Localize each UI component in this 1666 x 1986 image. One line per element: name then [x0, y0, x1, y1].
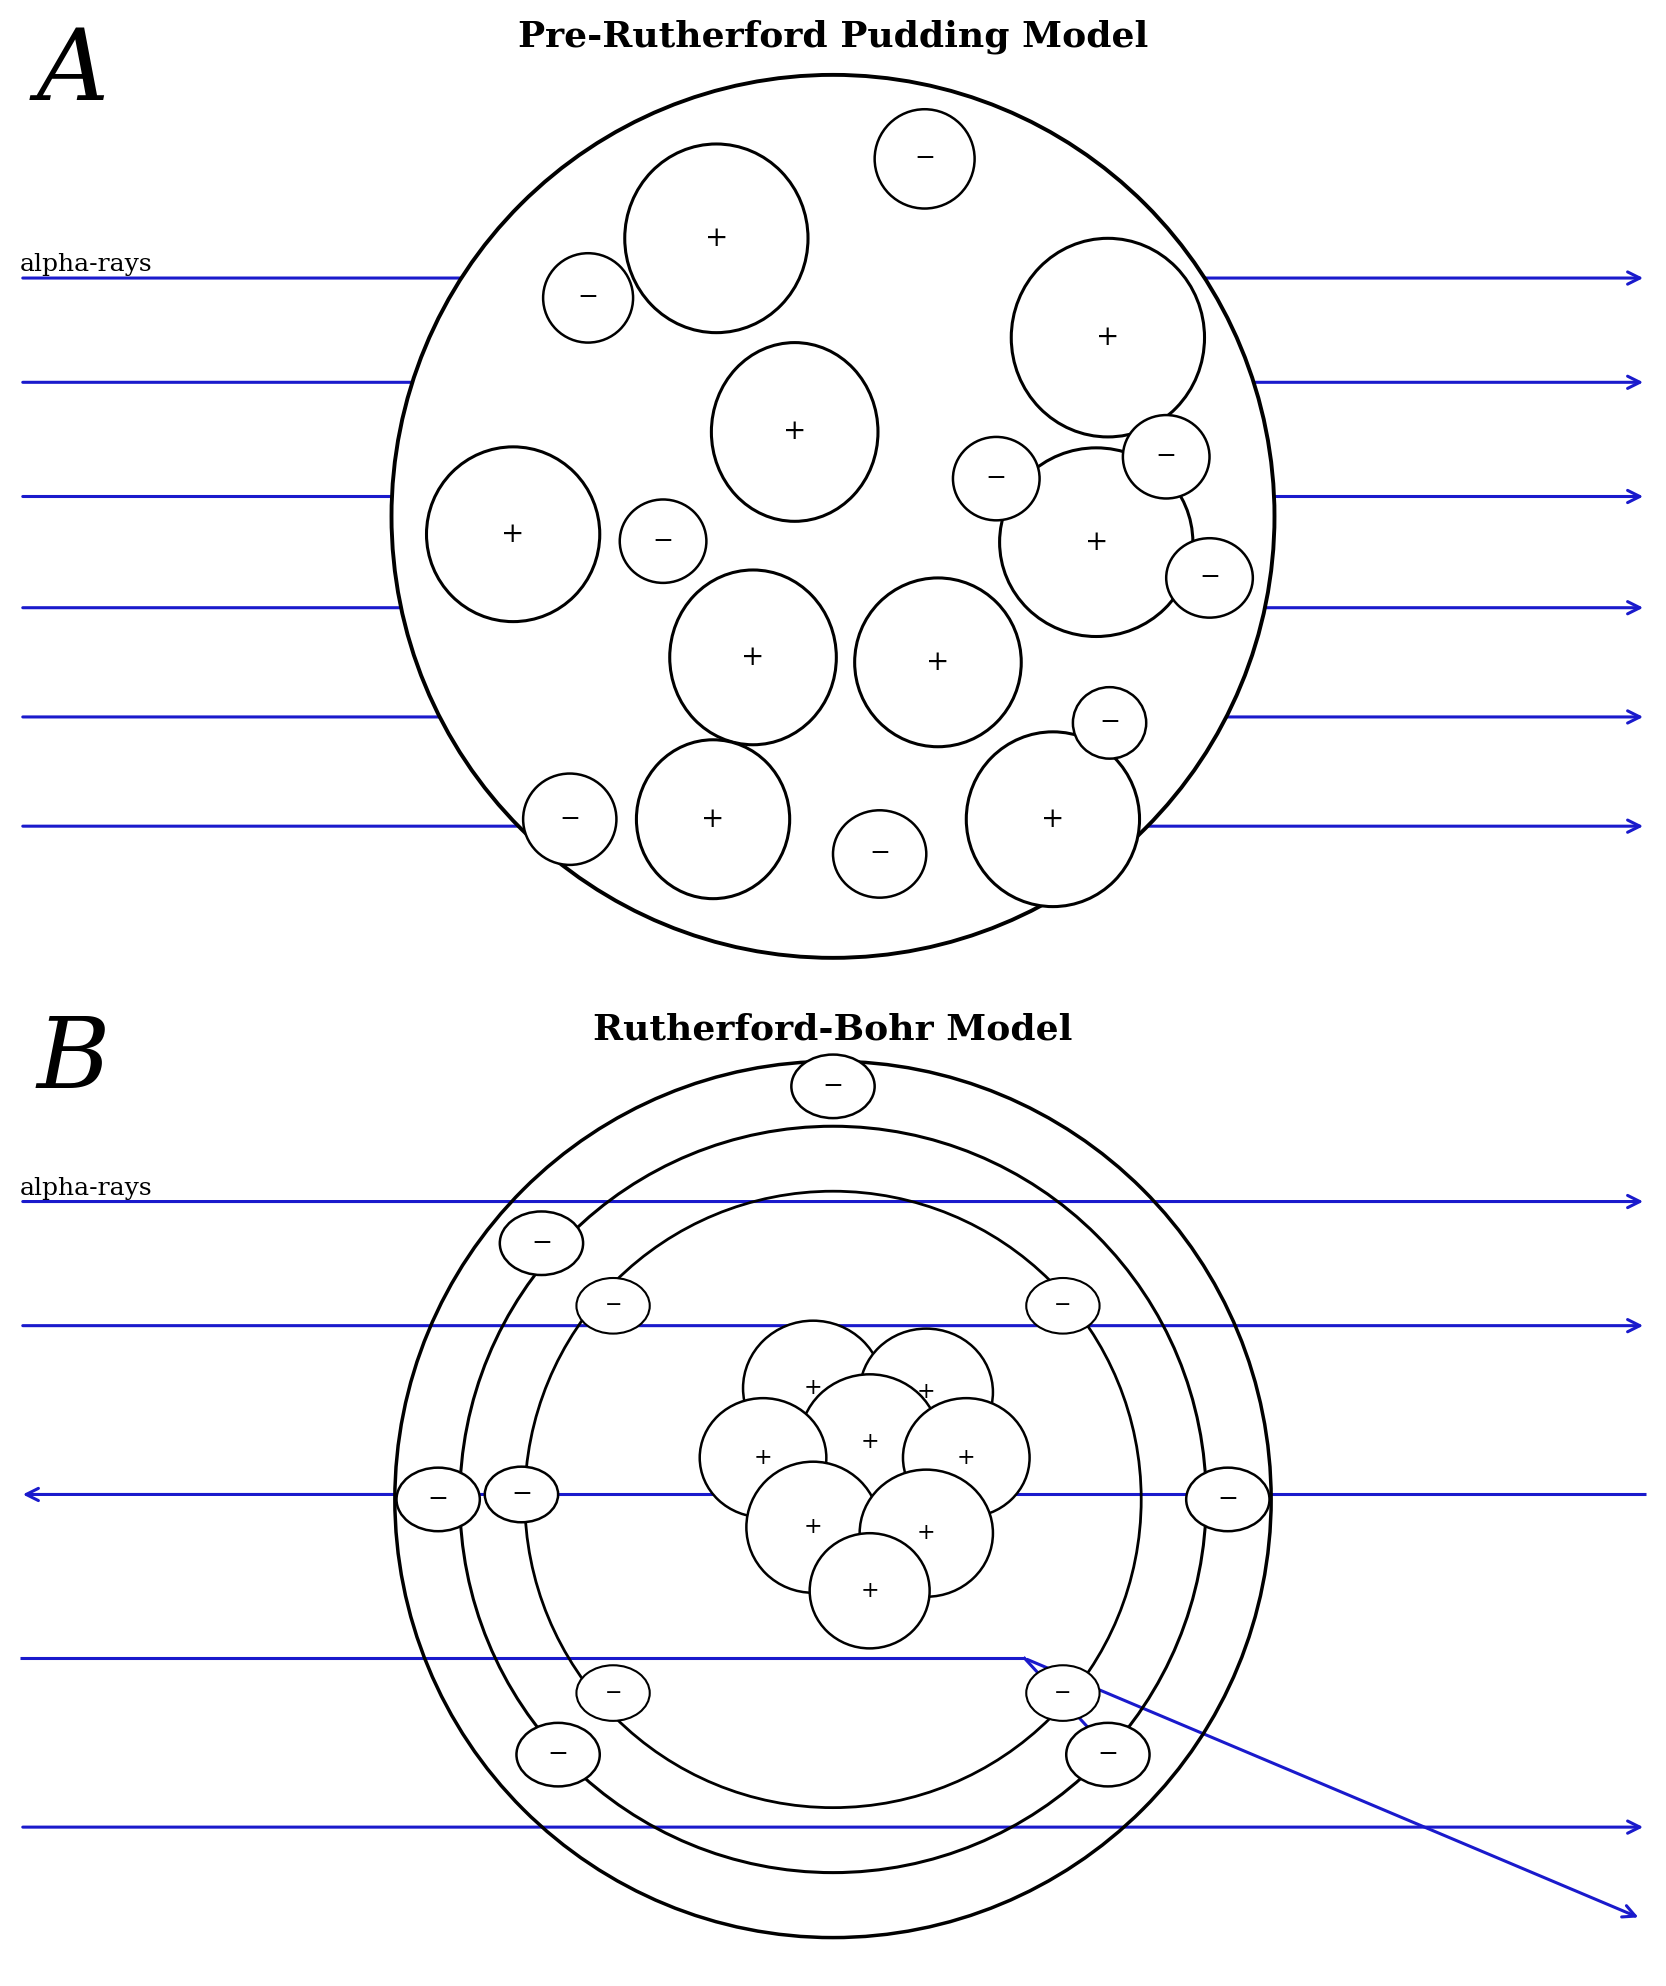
Text: +: + — [860, 1579, 880, 1603]
Ellipse shape — [743, 1321, 883, 1456]
Ellipse shape — [1066, 1724, 1150, 1787]
Text: +: + — [916, 1380, 936, 1404]
Ellipse shape — [700, 1398, 826, 1517]
Ellipse shape — [711, 342, 878, 520]
Text: +: + — [753, 1446, 773, 1470]
Ellipse shape — [620, 500, 706, 582]
Text: −: − — [870, 842, 890, 866]
Ellipse shape — [576, 1664, 650, 1720]
Ellipse shape — [953, 437, 1040, 520]
Text: Rutherford-Bohr Model: Rutherford-Bohr Model — [593, 1013, 1073, 1047]
Text: −: − — [653, 530, 673, 552]
Ellipse shape — [903, 1398, 1030, 1517]
Text: −: − — [605, 1297, 621, 1315]
Text: +: + — [860, 1430, 880, 1454]
Text: +: + — [783, 419, 806, 445]
Text: A: A — [37, 26, 108, 119]
Ellipse shape — [833, 810, 926, 898]
Text: +: + — [803, 1376, 823, 1400]
Text: −: − — [915, 147, 935, 171]
Ellipse shape — [625, 143, 808, 332]
Text: −: − — [531, 1231, 551, 1255]
Text: +: + — [705, 224, 728, 252]
Ellipse shape — [392, 75, 1274, 957]
Ellipse shape — [860, 1329, 993, 1456]
Text: alpha-rays: alpha-rays — [20, 1176, 153, 1200]
Ellipse shape — [397, 1468, 480, 1531]
Text: Pre-Rutherford Pudding Model: Pre-Rutherford Pudding Model — [518, 20, 1148, 54]
Text: +: + — [1041, 806, 1065, 832]
Text: −: − — [1156, 445, 1176, 469]
Ellipse shape — [875, 109, 975, 209]
Text: alpha-rays: alpha-rays — [20, 252, 153, 276]
Ellipse shape — [1026, 1279, 1100, 1335]
Text: −: − — [548, 1744, 568, 1766]
Text: −: − — [1200, 566, 1220, 590]
Ellipse shape — [426, 447, 600, 622]
Ellipse shape — [670, 570, 836, 745]
Text: +: + — [1085, 528, 1108, 556]
Ellipse shape — [485, 1466, 558, 1521]
Ellipse shape — [1073, 687, 1146, 759]
Ellipse shape — [1166, 538, 1253, 618]
Text: −: − — [1098, 1744, 1118, 1766]
Ellipse shape — [800, 1374, 940, 1509]
Text: −: − — [560, 808, 580, 830]
Text: −: − — [1055, 1684, 1071, 1702]
Text: −: − — [986, 467, 1006, 491]
Text: +: + — [926, 649, 950, 675]
Ellipse shape — [500, 1211, 583, 1275]
Ellipse shape — [1186, 1468, 1269, 1531]
Ellipse shape — [516, 1724, 600, 1787]
Text: +: + — [701, 806, 725, 832]
Ellipse shape — [860, 1470, 993, 1597]
Text: +: + — [916, 1521, 936, 1545]
Ellipse shape — [855, 578, 1021, 747]
Ellipse shape — [1011, 238, 1205, 437]
Ellipse shape — [746, 1462, 880, 1593]
Ellipse shape — [1000, 447, 1193, 636]
Ellipse shape — [791, 1055, 875, 1118]
Text: −: − — [511, 1484, 531, 1505]
Ellipse shape — [523, 775, 616, 864]
Text: −: − — [428, 1488, 448, 1511]
Ellipse shape — [966, 731, 1140, 906]
Text: −: − — [605, 1684, 621, 1702]
Text: −: − — [823, 1074, 843, 1098]
Ellipse shape — [543, 254, 633, 342]
Text: +: + — [741, 643, 765, 671]
Text: +: + — [956, 1446, 976, 1470]
Text: B: B — [37, 1013, 110, 1108]
Text: +: + — [1096, 324, 1120, 352]
Text: +: + — [501, 520, 525, 548]
Text: −: − — [1055, 1297, 1071, 1315]
Ellipse shape — [810, 1533, 930, 1648]
Text: −: − — [1218, 1488, 1238, 1511]
Text: −: − — [1100, 711, 1120, 735]
Ellipse shape — [1026, 1664, 1100, 1720]
Text: +: + — [803, 1515, 823, 1539]
Ellipse shape — [636, 739, 790, 898]
Ellipse shape — [1123, 415, 1210, 498]
Ellipse shape — [576, 1279, 650, 1335]
Text: −: − — [578, 286, 598, 310]
